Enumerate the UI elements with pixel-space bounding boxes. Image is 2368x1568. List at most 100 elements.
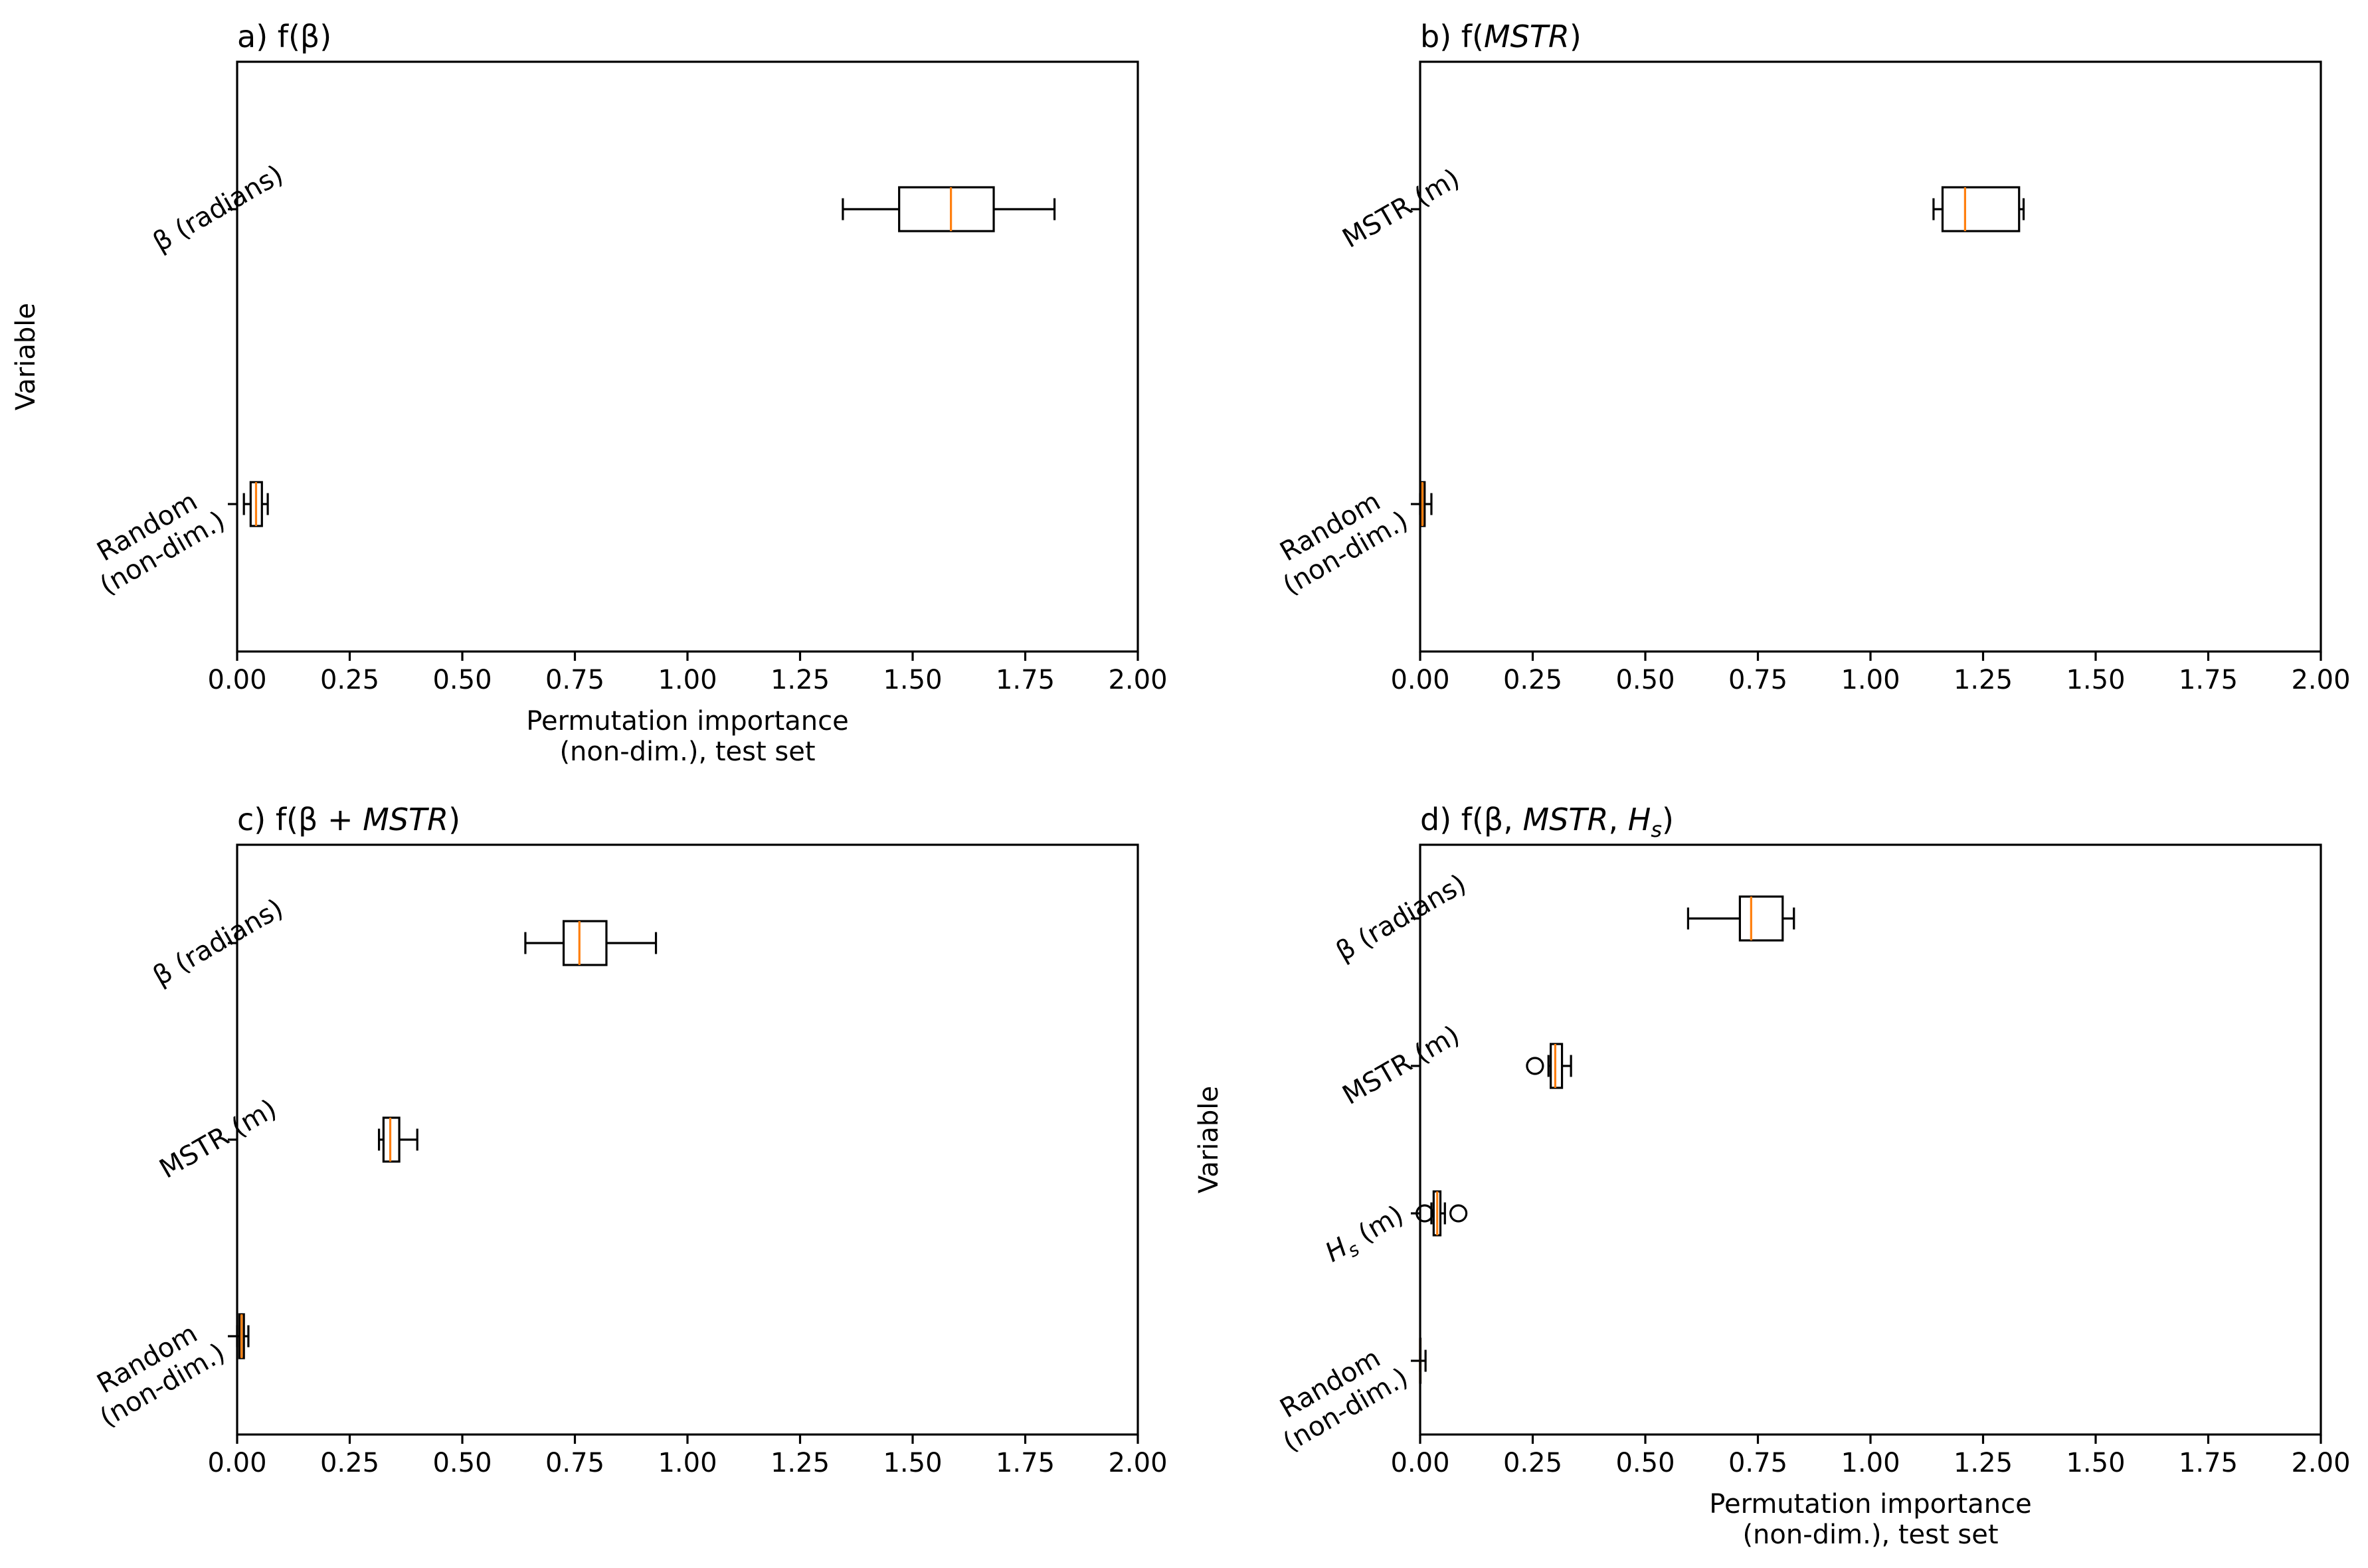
text-part: ) [1570,19,1582,54]
text-part: a) f(β) [237,19,331,54]
x-tick-label: 0.00 [207,1448,266,1478]
y-tick-label: Random(non-dim.) [1263,1336,1413,1458]
y-tick-label-line: β (radians) [148,159,288,258]
box-0 [524,920,658,966]
x-tick-label: 0.00 [207,665,266,695]
y-tick-label-line: MSTR (m) [155,1093,282,1184]
x-tick-label: 1.00 [1841,1448,1900,1478]
axes-frame [1419,60,2322,653]
box-iqr [382,1116,401,1163]
x-tick-label: 1.25 [771,1448,830,1478]
x-tick-label: 1.25 [771,665,830,695]
box-iqr [562,920,608,966]
x-tick-label: 2.00 [1108,1448,1167,1478]
y-tick-label: β (radians) [1331,869,1471,968]
y-tick-label-line: MSTR (m) [1338,1019,1465,1110]
axes-frame [236,843,1139,1436]
y-tick-label: β (radians) [148,159,288,258]
y-tick-label: Random(non-dim.) [1263,479,1413,601]
text-part: H [1628,802,1651,837]
subplot-a: a) f(β) 0.00 0.25 0.50 0.75 1.00 1.25 1.50 1.75 2… [11,19,1168,767]
x-tick-label: 1.25 [1954,1448,2013,1478]
x-tick-label: 1.75 [996,665,1055,695]
panel-title: c) f(β + MSTR) [237,802,460,837]
y-tick-label: MSTR (m) [155,1093,282,1184]
y-axis-label: Variable [11,303,41,410]
y-tick-label-line: β (radians) [148,893,288,992]
box-0 [1932,186,2025,232]
box-0 [842,186,1056,232]
x-tick-label: 1.75 [996,1448,1055,1478]
box-1 [377,1116,418,1163]
subplot-d: d) f(β, MSTR, Hs) 0.00 0.25 0.50 0.75 1.00 1.2… [1194,802,2351,1550]
text-part: MSTR [1484,19,1570,54]
x-tick-label: 0.25 [1503,1448,1562,1478]
y-tick-label: MSTR (m) [1338,163,1465,254]
x-axis-label: (non-dim.), test set [559,737,815,767]
x-tick-label: 0.25 [320,665,379,695]
x-tick-label: 1.50 [2066,665,2125,695]
x-tick-label: 2.00 [2291,665,2350,695]
x-tick-label: 1.25 [1954,665,2013,695]
x-tick-label: 0.00 [1390,665,1449,695]
text-part: c) f(β + [237,802,363,837]
box-1 [1419,481,1433,527]
x-tick-label: 1.75 [2179,1448,2238,1478]
subplot-b: b) f(MSTR) 0.00 0.25 0.50 0.75 1.00 1.25 1.50 1.… [1263,19,2351,695]
box-iqr [1738,895,1784,942]
x-tick-label: 1.00 [658,665,717,695]
x-tick-label: 1.50 [883,665,942,695]
text-part: , [1608,802,1627,837]
y-tick-label: Hs (m) [1321,1199,1411,1272]
box-iqr [898,186,995,232]
panel-title: b) f(MSTR) [1420,19,1582,54]
x-tick-label: 0.50 [1615,665,1675,695]
box-2 [1415,1190,1468,1237]
x-tick-label: 2.00 [1108,665,1167,695]
text-part: MSTR [363,802,448,837]
x-tick-label: 0.25 [1503,665,1562,695]
outlier-point [1415,1204,1434,1223]
text-part: ) [448,802,460,837]
y-tick-label-line: β (radians) [1331,869,1471,968]
x-tick-label: 1.00 [1841,665,1900,695]
box-iqr [1941,186,2021,232]
y-tick-label-line: MSTR (m) [1338,163,1465,254]
subplot-c: c) f(β + MSTR) 0.00 0.25 0.50 0.75 1.00 1.25 1.… [80,802,1168,1478]
y-tick-label: MSTR (m) [1338,1019,1465,1110]
x-tick-label: 0.50 [432,1448,492,1478]
axes-frame [1419,843,2322,1436]
x-tick-label: 2.00 [2291,1448,2350,1478]
text-part: MSTR [1523,802,1609,837]
x-axis-label: Permutation importance [1709,1489,2031,1520]
y-tick-label: β (radians) [148,893,288,992]
box-iqr [1550,1043,1564,1089]
x-tick-label: 0.00 [1390,1448,1449,1478]
x-tick-label: 1.50 [2066,1448,2125,1478]
x-tick-label: 0.75 [1728,665,1787,695]
text-part: ) [1662,802,1674,837]
x-tick-label: 1.75 [2179,665,2238,695]
y-tick-label: Random(non-dim.) [80,1311,230,1433]
box-0 [1686,895,1795,942]
x-tick-label: 0.75 [1728,1448,1787,1478]
text-part: d) f(β, [1420,802,1523,837]
box-2 [236,1313,250,1359]
outlier-point [1449,1204,1468,1223]
box-1 [1526,1043,1572,1089]
y-axis-label: Variable [1194,1086,1224,1193]
x-axis-label: Permutation importance [526,706,848,737]
x-axis-label: (non-dim.), test set [1742,1520,1998,1550]
y-tick-label: Random(non-dim.) [80,479,230,601]
x-tick-label: 0.50 [1615,1448,1675,1478]
panel-title: a) f(β) [237,19,331,54]
x-tick-label: 0.50 [432,665,492,695]
x-tick-label: 1.00 [658,1448,717,1478]
x-tick-label: 1.50 [883,1448,942,1478]
x-tick-label: 0.75 [545,1448,604,1478]
box-1 [242,481,269,527]
x-tick-label: 0.25 [320,1448,379,1478]
axes-frame [236,60,1139,653]
text-part: s [1651,817,1662,842]
